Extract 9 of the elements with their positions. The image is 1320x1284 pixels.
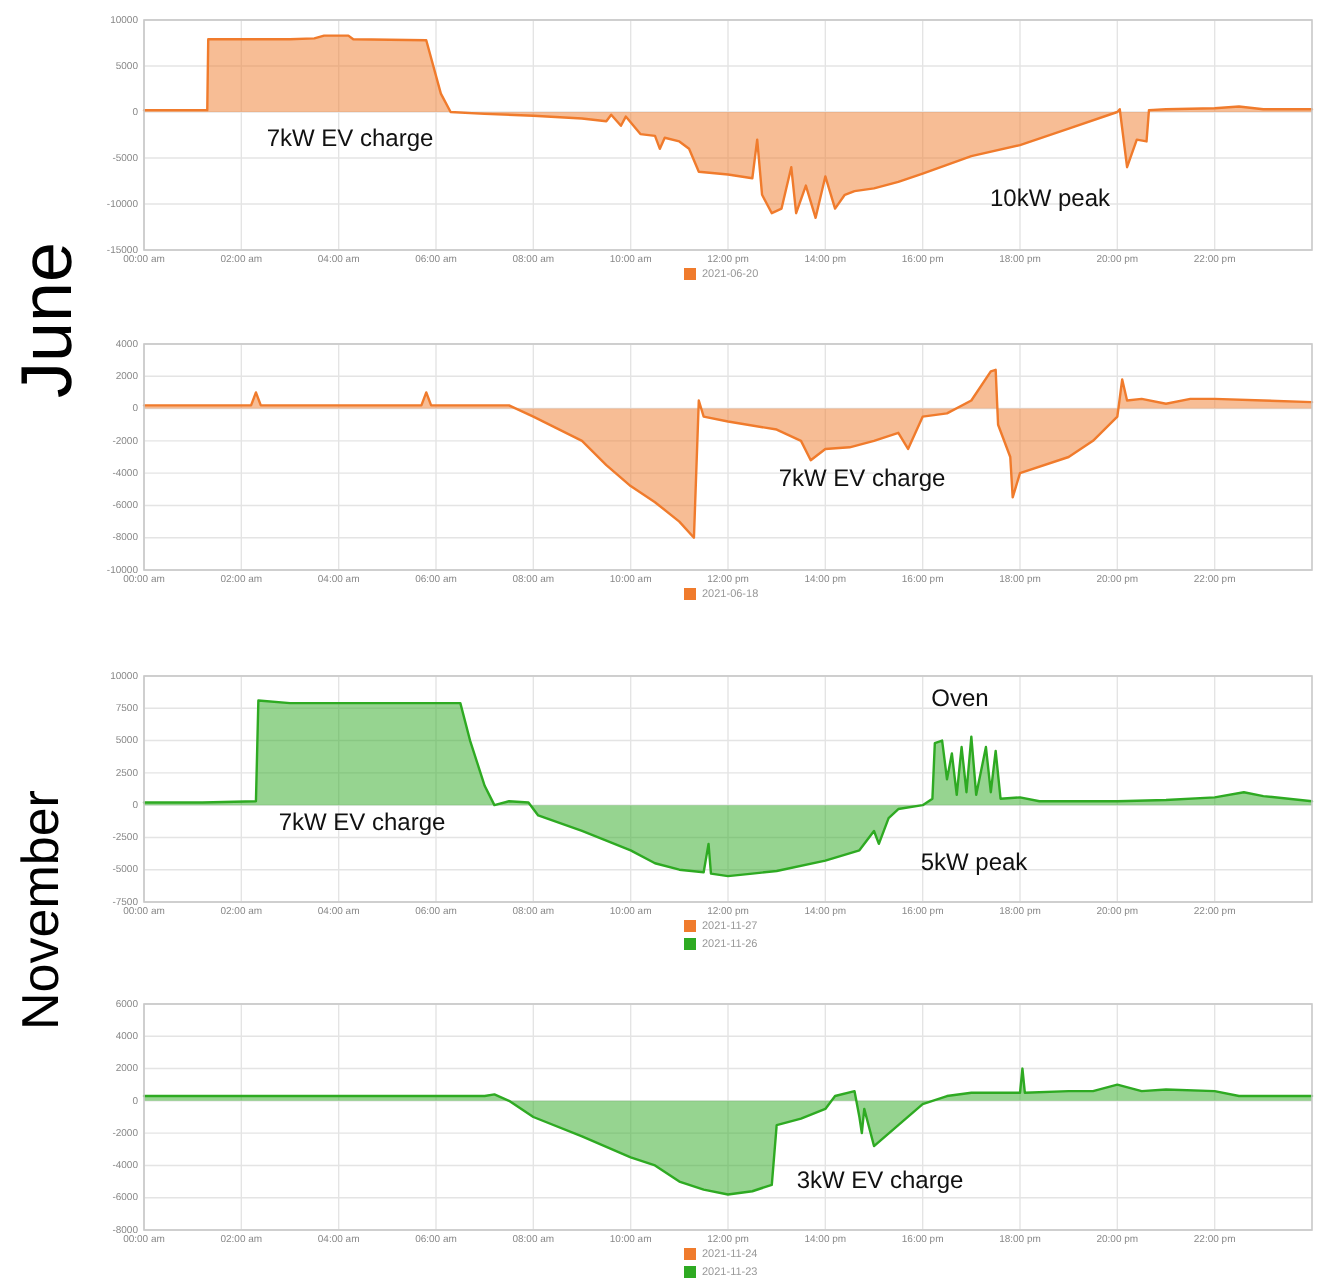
text: November (9, 789, 70, 1030)
annotation: 5kW peak (920, 848, 1030, 877)
annotation: Oven (931, 684, 989, 713)
annotation: 3kW EV charge (796, 1166, 965, 1195)
annotation: 10kW peak (989, 184, 1113, 213)
annotation: 7kW EV charge (278, 808, 447, 837)
text: June (5, 241, 88, 399)
annotation: 7kW EV charge (778, 464, 947, 493)
annotation: 7kW EV charge (266, 124, 435, 153)
